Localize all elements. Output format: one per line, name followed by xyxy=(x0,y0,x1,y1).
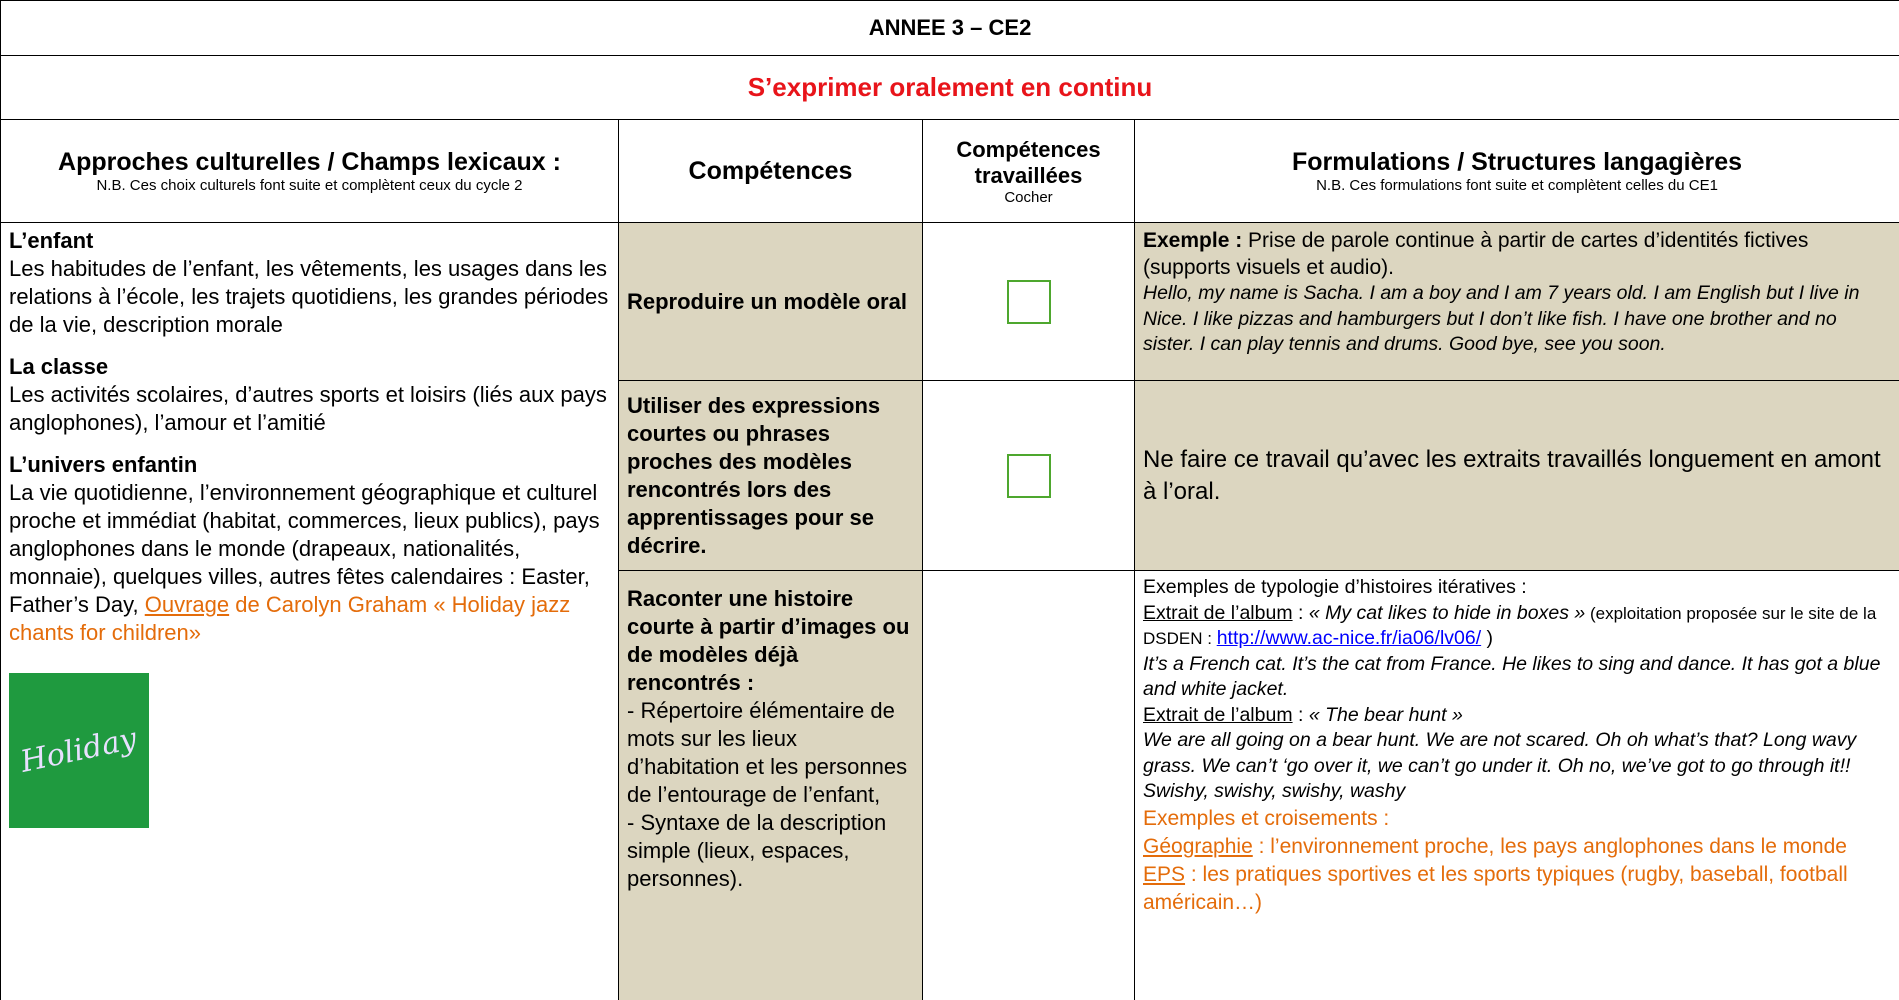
title: ANNEE 3 – CE2 xyxy=(868,15,1032,40)
checkbox[interactable] xyxy=(1006,453,1051,498)
extract-title: « My cat likes to hide in boxes » xyxy=(1308,601,1586,624)
formulation-cell: Exemples de typologie d’histoires itérat… xyxy=(1135,571,1899,1000)
book-cover-title: Holiday xyxy=(17,720,140,780)
competence-detail: - Syntaxe de la description simple (lieu… xyxy=(627,810,887,891)
column-title: Compétences xyxy=(688,156,853,185)
competence-detail: - Répertoire élémentaire de mots sur les… xyxy=(627,698,908,807)
check-cell xyxy=(923,571,1134,1000)
theme-text: La vie quotidienne, l’environnement géog… xyxy=(9,480,600,617)
book-cover: Holiday xyxy=(9,673,149,828)
cross-heading: Exemples et croisements : xyxy=(1143,806,1390,830)
cross-text: : l’environnement proche, les pays anglo… xyxy=(1252,834,1847,858)
separator: : xyxy=(1292,601,1309,624)
theme-text: La vie quotidienne, l’environnement géog… xyxy=(9,479,610,647)
extract-label: Extrait de l’album xyxy=(1143,703,1293,726)
column-header: Formulations / Structures langagières N.B… xyxy=(1135,120,1899,222)
formulation-cell: Exemple : Prise de parole continue à par… xyxy=(1135,223,1899,380)
column-note: Cocher xyxy=(1004,188,1053,206)
theme-text: Les activités scolaires, d’autres sports… xyxy=(9,382,607,435)
check-cell xyxy=(923,223,1134,380)
formulation-text: Prise de parole continue à partir de car… xyxy=(1143,229,1809,279)
column-note: N.B. Ces formulations font suite et comp… xyxy=(1316,177,1718,194)
example-text: Hello, my name is Sacha. I am a boy and … xyxy=(1143,282,1860,355)
column-note: N.B. Ces choix culturels font suite et c… xyxy=(96,177,523,194)
column-title: Formulations / Structures langagières xyxy=(1291,148,1743,176)
competence-cell: Raconter une histoire courte à partir d’… xyxy=(619,571,922,1000)
check-cell xyxy=(923,381,1134,570)
subtitle-cell: S’exprimer oralement en continu xyxy=(1,56,1899,119)
extract-close: ) xyxy=(1481,627,1494,649)
competence: Raconter une histoire courte à partir d’… xyxy=(627,586,910,695)
competence: Reproduire un modèle oral xyxy=(627,288,907,314)
column-header: Approches culturelles / Champs lexicaux … xyxy=(1,120,618,222)
title-cell: ANNEE 3 – CE2 xyxy=(1,1,1899,55)
checkbox[interactable] xyxy=(1006,279,1051,324)
column-title: Compétences travaillées xyxy=(956,136,1101,188)
extract-label: Extrait de l’album xyxy=(1143,601,1293,624)
competence-cell: Utiliser des expressions courtes ou phra… xyxy=(619,381,922,570)
separator: : xyxy=(1292,703,1309,726)
cross-label: Géographie xyxy=(1143,834,1253,858)
theme-heading: L’univers enfantin xyxy=(9,452,198,477)
competence: Utiliser des expressions courtes ou phra… xyxy=(627,392,881,558)
example-label: Exemple : xyxy=(1143,229,1243,252)
theme-heading: L’enfant xyxy=(9,228,94,253)
column-title: Approches culturelles / Champs lexicaux … xyxy=(58,148,561,176)
formulation-cell: Ne faire ce travail qu’avec les extraits… xyxy=(1135,381,1899,570)
extract-text: It’s a French cat. It’s the cat from Fra… xyxy=(1143,652,1881,701)
theme-link-rest: de Carolyn Graham « Holiday jazz chants … xyxy=(9,592,571,645)
cross-label: EPS xyxy=(1143,862,1186,886)
formulation-intro: Exemples de typologie d’histoires itérat… xyxy=(1143,576,1527,598)
extract-title: « The bear hunt » xyxy=(1308,703,1463,726)
formulation-text: Ne faire ce travail qu’avec les extraits… xyxy=(1143,445,1881,505)
column-header: Compétences xyxy=(619,120,922,222)
extract-url[interactable]: http://www.ac-nice.fr/ia06/lv06/ xyxy=(1216,627,1482,649)
theme-text: Les habitudes de l’enfant, les vêtements… xyxy=(9,256,609,337)
theme-link: Ouvrage xyxy=(144,592,230,617)
competence-cell: Reproduire un modèle oral xyxy=(619,223,922,380)
column-header: Compétences travaillées Cocher xyxy=(923,120,1134,222)
extract-note: (exploitation proposée sur le site de la… xyxy=(1143,603,1877,649)
theme-heading: La classe xyxy=(9,354,109,379)
extract-text: We are all going on a bear hunt. We are … xyxy=(1143,729,1857,802)
cross-text: : les pratiques sportives et les sports … xyxy=(1143,862,1848,914)
themes-cell: L’enfant Les habitudes de l’enfant, les … xyxy=(1,223,618,1000)
subtitle: S’exprimer oralement en continu xyxy=(747,72,1153,102)
